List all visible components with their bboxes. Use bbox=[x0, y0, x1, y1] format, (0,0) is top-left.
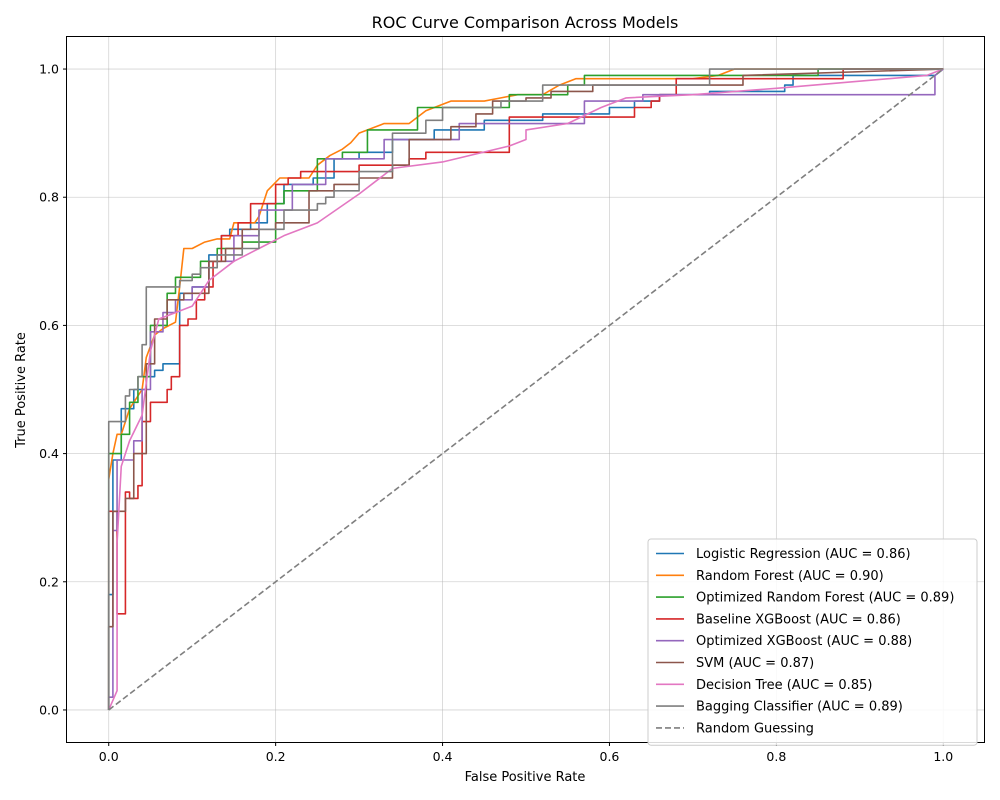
x-axis-ticks: 0.0 0.2 0.4 0.6 0.8 1.0 bbox=[99, 742, 953, 764]
y-tick-label: 0.8 bbox=[39, 190, 59, 205]
legend-entry: Bagging Classifier (AUC = 0.89) bbox=[696, 700, 903, 715]
x-tick-label: 1.0 bbox=[933, 749, 953, 764]
x-axis-label: False Positive Rate bbox=[465, 770, 586, 785]
x-tick-label: 0.6 bbox=[600, 749, 620, 764]
y-tick-label: 1.0 bbox=[39, 62, 59, 77]
grid bbox=[67, 37, 985, 742]
x-tick-label: 0.2 bbox=[266, 749, 286, 764]
legend-entry: Optimized Random Forest (AUC = 0.89) bbox=[696, 591, 954, 606]
legend-entry: Baseline XGBoost (AUC = 0.86) bbox=[696, 612, 901, 627]
chart-title: ROC Curve Comparison Across Models bbox=[372, 13, 679, 32]
y-tick-label: 0.2 bbox=[39, 574, 59, 589]
series-line-bagging-classifier bbox=[107, 68, 944, 710]
legend: Logistic Regression (AUC = 0.86) Random F… bbox=[647, 538, 978, 746]
legend-entry: Random Guessing bbox=[696, 721, 814, 736]
legend-entry: Random Forest (AUC = 0.90) bbox=[696, 569, 884, 584]
series-line-random-guessing bbox=[108, 68, 944, 711]
legend-box bbox=[647, 538, 978, 746]
series-line-decision-tree bbox=[107, 68, 944, 711]
y-tick-label: 0.4 bbox=[39, 446, 59, 461]
y-axis-ticks: 0.0 0.2 0.4 0.6 0.8 1.0 bbox=[39, 62, 67, 717]
legend-entry: Decision Tree (AUC = 0.85) bbox=[696, 678, 872, 693]
series-line-baseline-xgboost bbox=[107, 68, 944, 710]
y-tick-label: 0.6 bbox=[39, 318, 59, 333]
legend-entry: SVM (AUC = 0.87) bbox=[696, 656, 814, 671]
legend-entry: Logistic Regression (AUC = 0.86) bbox=[696, 547, 911, 562]
x-tick-label: 0.0 bbox=[99, 749, 119, 764]
series-layer bbox=[107, 68, 944, 711]
plot-frame bbox=[66, 36, 985, 743]
x-tick-label: 0.8 bbox=[766, 749, 786, 764]
x-tick-label: 0.4 bbox=[433, 749, 453, 764]
legend-entry: Optimized XGBoost (AUC = 0.88) bbox=[696, 634, 912, 649]
y-axis-label: True Positive Rate bbox=[14, 332, 29, 449]
y-tick-label: 0.0 bbox=[39, 702, 59, 717]
